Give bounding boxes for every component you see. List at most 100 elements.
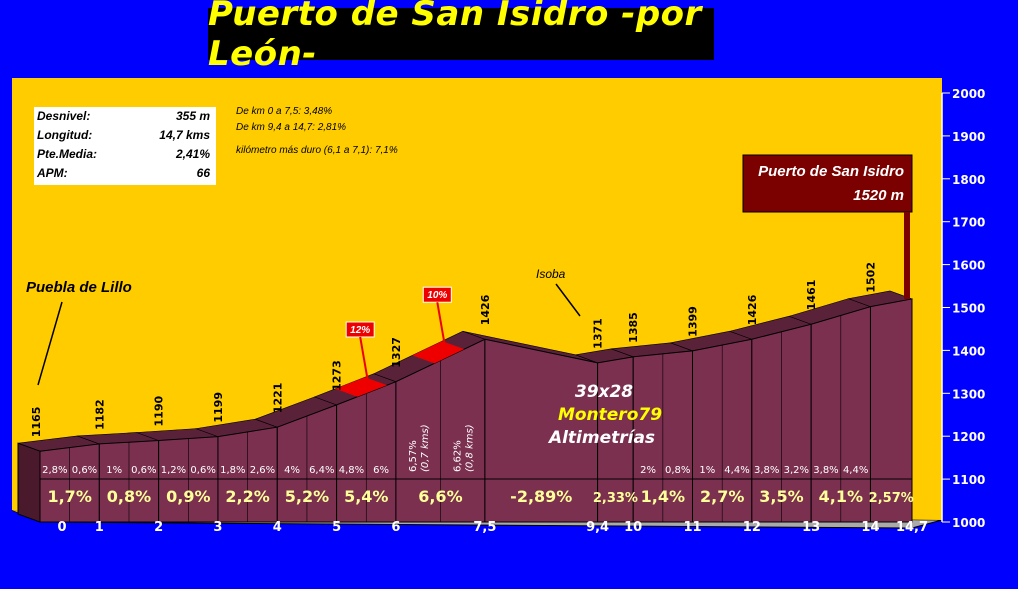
half-grade: 4% <box>284 465 300 476</box>
x-tick-label: 9,4 <box>586 520 609 535</box>
segment-grade: 5,2% <box>285 487 329 506</box>
half-grade: 3,8% <box>813 465 838 476</box>
y-tick-label: 1500 <box>952 302 985 316</box>
half-grade: 6% <box>373 465 389 476</box>
x-tick-label: 0 <box>57 520 66 535</box>
altitude-label: 1327 <box>390 337 403 368</box>
steep-section-marker <box>335 377 388 397</box>
note-line: De km 9,4 a 14,7: 2,81% <box>236 122 347 133</box>
stat-row: APM: 66 <box>34 164 216 183</box>
summit-box <box>742 154 913 213</box>
steep-label: 12% <box>350 325 370 336</box>
grid: 1000 1100 1200 1300 1400 1500 1600 1700 1800 1900… <box>941 87 985 530</box>
half-grade: 4,4% <box>843 465 868 476</box>
stat-value: 66 <box>196 166 210 180</box>
segment-grade: 4,1% <box>819 487 863 506</box>
x-tick-label: 1 <box>95 520 104 535</box>
y-tick-label: 1300 <box>952 387 985 401</box>
profile-bar <box>869 298 913 523</box>
altitude-label: 1199 <box>212 392 225 423</box>
altitude-label: 1426 <box>746 294 759 325</box>
segment-grade: 2,33% <box>593 491 638 506</box>
x-tick-label: 13 <box>802 520 820 535</box>
y-tick-label: 1800 <box>952 173 985 187</box>
half-grade: 6,57% <box>408 440 419 472</box>
stat-value: 355 m <box>175 109 210 123</box>
half-grade: 0,6% <box>72 465 97 476</box>
stat-label: APM: <box>37 166 68 180</box>
altitude-label: 1221 <box>271 383 284 414</box>
segment-grade: 2,2% <box>225 487 269 506</box>
summit-pole <box>904 212 910 299</box>
half-grade: 4,8% <box>339 465 364 476</box>
segment-grade: 5,4% <box>344 487 388 506</box>
stat-row: Desnivel: 355 m <box>34 107 216 126</box>
half-grade: 3,8% <box>754 465 779 476</box>
segment-grade: 1,4% <box>641 487 685 506</box>
half-grade: 1,2% <box>161 465 186 476</box>
half-distance: (0,8 kms) <box>465 424 476 472</box>
half-grade: 2,8% <box>42 465 67 476</box>
note-line: kilómetro más duro (6,1 a 7,1): 7,1% <box>236 145 398 156</box>
steep-section-marker <box>412 341 465 364</box>
segment-grade: 2,57% <box>869 491 914 506</box>
note-line: De km 0 a 7,5: 3,48% <box>236 106 333 117</box>
y-tick-label: 1200 <box>952 430 985 444</box>
segment-grade: 3,5% <box>759 487 803 506</box>
start-place-label: Puebla de Lillo <box>26 279 132 296</box>
x-tick-label: 14 <box>861 520 879 535</box>
segment-grade: 2,7% <box>700 487 744 506</box>
stat-label: Pte.Media: <box>37 147 98 161</box>
y-tick-label: 2000 <box>952 87 985 101</box>
x-tick-label: 14,7 <box>896 520 928 535</box>
x-tick-label: 4 <box>273 520 282 535</box>
half-grade: 1% <box>106 465 122 476</box>
y-tick-label: 1400 <box>952 344 985 358</box>
stat-label: Longitud: <box>37 128 93 142</box>
y-tick-label: 1700 <box>952 216 985 230</box>
x-tick-label: 5 <box>332 520 341 535</box>
half-grade: 0,8% <box>665 465 690 476</box>
altitude-label: 1399 <box>687 306 700 337</box>
mid-place-leader <box>555 283 581 317</box>
x-tick-label: 11 <box>683 520 701 535</box>
steep-label: 10% <box>427 290 447 301</box>
altitude-label: 1461 <box>805 280 818 311</box>
half-grade: 6,4% <box>309 465 334 476</box>
altitude-label: 1273 <box>331 360 344 391</box>
stats-box: Desnivel: 355 m Longitud: 14,7 kms Pte.M… <box>34 107 216 185</box>
chart-title: Puerto de San Isidro -por León- <box>208 0 702 74</box>
half-grade: 6,62% <box>453 440 464 472</box>
segment-grade: 0,9% <box>166 487 210 506</box>
x-tick-label: 12 <box>743 520 761 535</box>
altitude-label: 1371 <box>592 318 605 349</box>
altitude-label: 1182 <box>93 399 106 430</box>
profile-side-face <box>17 442 41 523</box>
start-place-leader <box>37 301 63 386</box>
x-tick-label: 6 <box>391 520 400 535</box>
y-tick-label: 1900 <box>952 130 985 144</box>
half-grade: 0,6% <box>131 465 156 476</box>
plot-front-top <box>12 78 942 93</box>
half-grade: 4,4% <box>724 465 749 476</box>
altitude-label: 1165 <box>30 407 43 438</box>
stat-value: 14,7 kms <box>159 128 210 142</box>
title-box: Puerto de San Isidro -por León- <box>208 0 714 74</box>
summit-name: Puerto de San Isidro <box>758 163 904 180</box>
altitude-label: 1426 <box>479 294 492 325</box>
segment-grade: 0,8% <box>107 487 151 506</box>
summit-altitude: 1520 m <box>853 187 904 204</box>
credit-line: Montero79 <box>558 405 662 425</box>
half-grade: 2% <box>640 465 656 476</box>
steep-leader <box>359 336 370 384</box>
stat-value: 2,41% <box>175 147 210 161</box>
profile-bars <box>17 290 914 523</box>
stat-label: Desnivel: <box>37 109 91 123</box>
half-grade: 2,6% <box>250 465 275 476</box>
x-tick-label: 3 <box>213 520 222 535</box>
y-tick-label: 1100 <box>952 473 985 487</box>
stat-row: Pte.Media: 2,41% <box>34 145 216 164</box>
credit-line: Altimetrías <box>547 428 655 448</box>
